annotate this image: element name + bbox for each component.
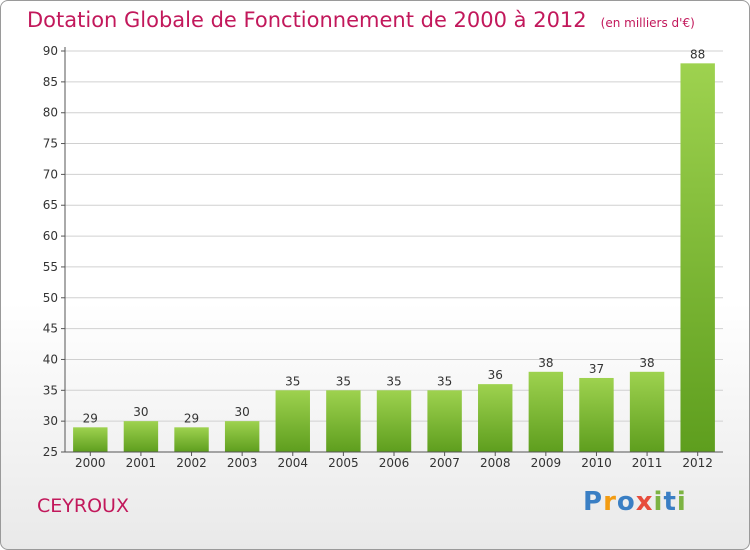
value-label: 35 bbox=[386, 374, 401, 388]
y-tick-label: 75 bbox=[43, 137, 58, 151]
x-tick-label: 2007 bbox=[429, 456, 460, 470]
axes bbox=[61, 47, 723, 456]
value-label: 38 bbox=[538, 356, 553, 370]
value-label: 35 bbox=[336, 374, 351, 388]
chart-title: Dotation Globale de Fonctionnement de 20… bbox=[27, 8, 695, 32]
value-label: 37 bbox=[589, 362, 604, 376]
x-tick-label: 2001 bbox=[126, 456, 157, 470]
grid-lines bbox=[65, 50, 723, 422]
logo-letter: r bbox=[603, 487, 617, 517]
y-tick-label: 45 bbox=[43, 322, 58, 336]
chart-title-text: Dotation Globale de Fonctionnement de 20… bbox=[27, 8, 587, 32]
x-tick-label: 2011 bbox=[632, 456, 663, 470]
value-label: 36 bbox=[488, 368, 503, 382]
x-tick-label: 2006 bbox=[379, 456, 410, 470]
y-tick-label: 65 bbox=[43, 198, 58, 212]
x-tick-label: 2000 bbox=[75, 456, 106, 470]
labels: 25 30 35 40 45 50 55 60 65 70 75 80 85 90 29 2000 30 2001… bbox=[43, 44, 713, 470]
logo-letter: i bbox=[676, 487, 687, 517]
bar-2006 bbox=[376, 390, 412, 452]
x-tick-label: 2009 bbox=[531, 456, 562, 470]
value-label: 35 bbox=[437, 374, 452, 388]
y-tick-label: 30 bbox=[43, 414, 58, 428]
bar-2011 bbox=[629, 371, 665, 452]
y-tick-label: 40 bbox=[43, 352, 58, 366]
x-tick-label: 2002 bbox=[176, 456, 207, 470]
bars bbox=[73, 63, 715, 452]
logo-letter: t bbox=[663, 487, 677, 517]
logo-letter: i bbox=[653, 487, 664, 517]
y-tick-label: 85 bbox=[43, 75, 58, 89]
bar-2010 bbox=[579, 377, 614, 452]
x-tick-label: 2004 bbox=[277, 456, 308, 470]
bar-2001 bbox=[123, 421, 159, 452]
x-tick-label: 2008 bbox=[480, 456, 511, 470]
logo-letter: x bbox=[635, 487, 654, 517]
bar-2007 bbox=[427, 390, 462, 452]
bar-2003 bbox=[224, 421, 260, 452]
y-tick-label: 60 bbox=[43, 229, 58, 243]
place-name: CEYROUX bbox=[37, 495, 129, 517]
value-label: 29 bbox=[184, 411, 199, 425]
y-tick-label: 50 bbox=[43, 291, 58, 305]
x-tick-label: 2005 bbox=[328, 456, 359, 470]
value-label: 30 bbox=[235, 405, 250, 419]
logo-letter: o bbox=[616, 487, 636, 517]
value-label: 30 bbox=[133, 405, 148, 419]
y-tick-label: 25 bbox=[43, 445, 58, 459]
value-label: 88 bbox=[690, 47, 705, 61]
bar-2005 bbox=[326, 390, 361, 452]
y-tick-label: 80 bbox=[43, 106, 58, 120]
bar-2002 bbox=[174, 427, 209, 452]
logo-letter: P bbox=[583, 487, 604, 517]
y-tick-label: 55 bbox=[43, 260, 58, 274]
chart-unit: (en milliers d'€) bbox=[600, 16, 695, 30]
bar-2009 bbox=[528, 371, 564, 452]
x-tick-label: 2010 bbox=[581, 456, 612, 470]
bar-2008 bbox=[478, 384, 513, 452]
y-tick-label: 35 bbox=[43, 383, 58, 397]
x-tick-label: 2012 bbox=[682, 456, 713, 470]
value-label: 38 bbox=[639, 356, 654, 370]
value-label: 35 bbox=[285, 374, 300, 388]
bar-2012 bbox=[680, 63, 715, 452]
y-tick-label: 70 bbox=[43, 167, 58, 181]
value-label: 29 bbox=[83, 411, 98, 425]
proxiti-logo: Proxiti bbox=[583, 487, 687, 517]
bar-2000 bbox=[73, 427, 108, 452]
bar-2004 bbox=[275, 390, 310, 452]
y-tick-label: 90 bbox=[43, 44, 58, 58]
x-tick-label: 2003 bbox=[227, 456, 258, 470]
